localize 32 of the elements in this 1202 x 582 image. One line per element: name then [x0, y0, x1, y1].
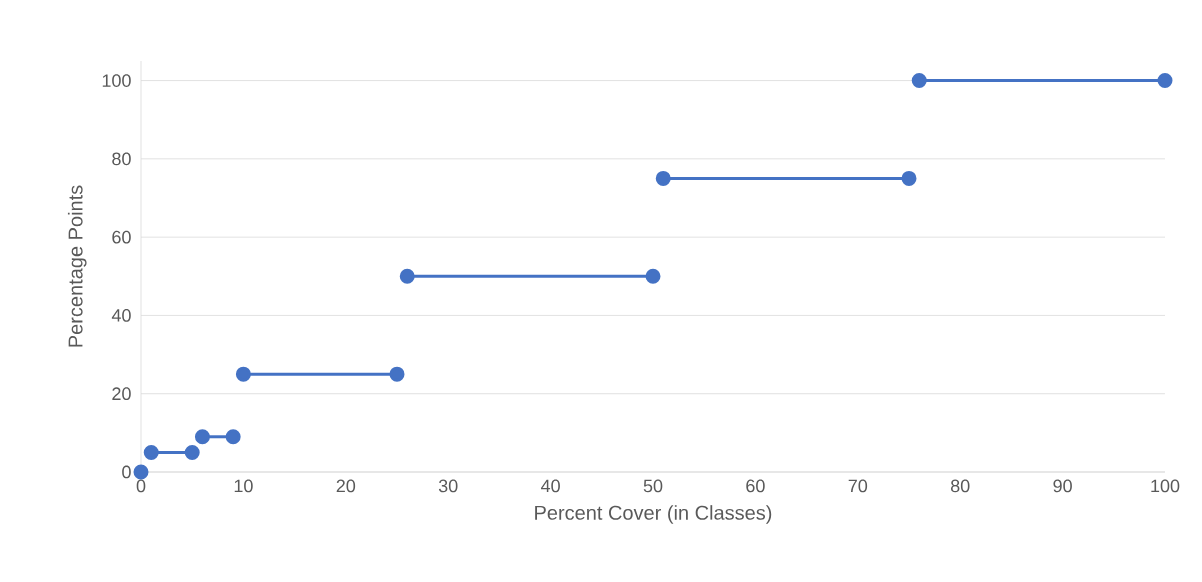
y-tick-label: 80	[112, 152, 131, 166]
x-tick-label: 10	[234, 479, 253, 493]
point	[911, 73, 927, 89]
y-tick-label: 60	[112, 230, 131, 244]
x-tick-label: 40	[541, 479, 560, 493]
x-tick-label: 80	[950, 479, 970, 493]
point	[143, 444, 159, 460]
y-axis-title: Percentage Points	[67, 185, 87, 347]
point	[133, 464, 149, 480]
x-tick-label: 0	[136, 479, 146, 493]
y-tick-label: 100	[102, 74, 131, 87]
point	[194, 429, 210, 445]
x-tick-label: 90	[1053, 479, 1072, 493]
x-tick-label: 20	[336, 479, 356, 493]
point	[645, 268, 661, 284]
y-tick-label: 40	[111, 309, 131, 322]
point	[184, 444, 200, 460]
x-tick-label: 100	[1151, 479, 1180, 493]
point	[655, 170, 671, 186]
x-tick-label: 70	[848, 479, 868, 493]
x-axis-title: Percent Cover (in Classes)	[535, 505, 772, 524]
x-tick-label: 30	[438, 479, 458, 493]
y-tick-label: 0	[122, 465, 131, 479]
x-tick-label: 60	[746, 479, 765, 493]
point	[389, 366, 405, 382]
point	[399, 268, 415, 284]
point	[235, 366, 251, 382]
y-tick-label: 20	[112, 387, 131, 401]
point	[901, 170, 917, 186]
point	[1157, 73, 1173, 89]
x-tick-label: 50	[643, 479, 663, 493]
point	[225, 429, 241, 445]
